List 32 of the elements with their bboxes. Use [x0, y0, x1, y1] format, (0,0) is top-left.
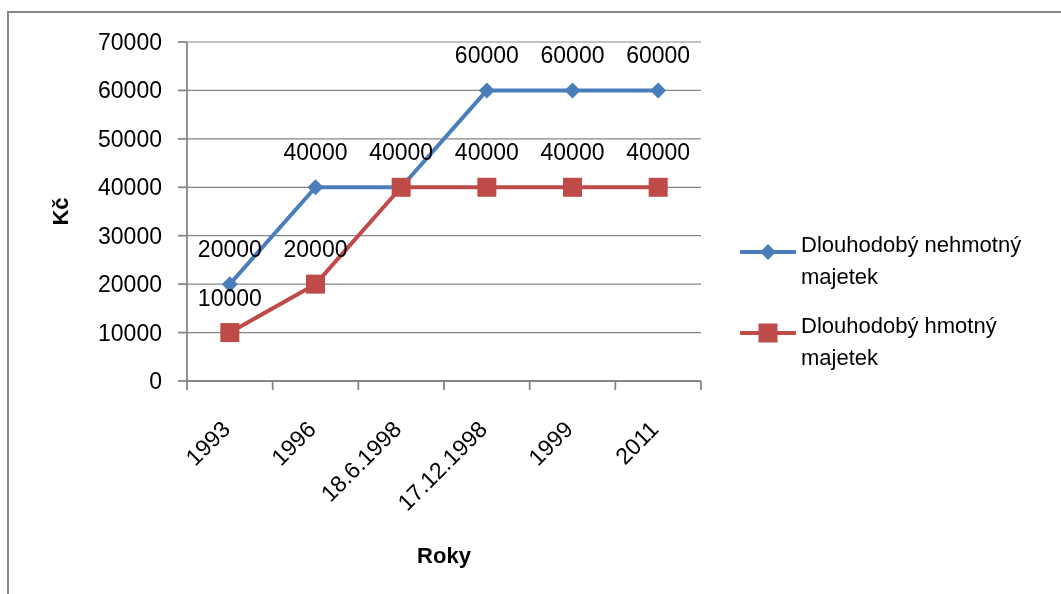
data-label: 40000 [454, 139, 519, 166]
y-tick-label: 20000 [98, 271, 162, 298]
point [478, 82, 495, 99]
data-label: 40000 [626, 139, 691, 166]
data-label: 40000 [283, 139, 348, 166]
point [648, 177, 668, 197]
data-label: 60000 [540, 42, 605, 69]
x-axis-title: Roky [417, 542, 472, 568]
point [650, 82, 667, 99]
point [563, 177, 582, 197]
data-label: 60000 [626, 42, 691, 69]
y-tick-label: 40000 [98, 174, 162, 201]
point [306, 274, 325, 294]
data-label: 40000 [540, 139, 605, 166]
y-tick-label: 50000 [98, 125, 162, 152]
data-label: 10000 [197, 284, 262, 311]
y-tick-label: 60000 [98, 77, 162, 104]
point [220, 323, 240, 343]
data-label: 20000 [197, 236, 262, 263]
legend-label: Dlouhodobý hmotný majetek [801, 313, 997, 370]
data-label: 60000 [454, 42, 519, 69]
data-label: 20000 [283, 236, 348, 263]
point [564, 82, 581, 99]
point [307, 179, 324, 196]
y-axis-title: Kč [47, 197, 73, 226]
y-tick-label: 30000 [98, 222, 162, 249]
legend-label: Dlouhodobý nehmotný majetek [801, 232, 1022, 289]
y-tick-label: 10000 [98, 319, 162, 346]
data-label: 40000 [369, 139, 434, 166]
point [477, 177, 497, 197]
y-tick-label: 70000 [98, 29, 162, 56]
y-tick-label: 0 [149, 368, 162, 395]
